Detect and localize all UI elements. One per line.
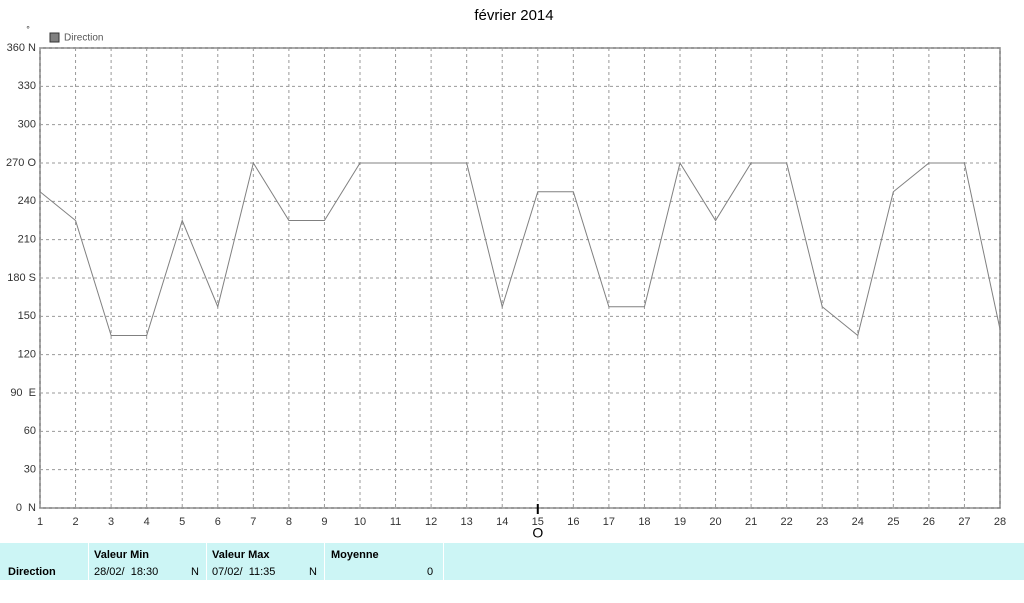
mean-cell: Moyenne 0 [324,543,444,580]
x-tick-label: 26 [923,516,935,528]
x-tick-label: 11 [390,516,401,528]
x-tick-label: 25 [887,516,899,528]
x-tick-label: 27 [958,516,970,528]
x-tick-label: 24 [852,516,864,528]
x-tick-label: 8 [286,516,292,528]
row-label: Direction [8,566,56,578]
x-tick-label: 5 [179,516,185,528]
page: février 2014 ° 0 N 30 60 90 E 120 150 180 S 210… [0,6,1024,580]
x-tick-label: 3 [108,516,114,528]
header: Moyenne [331,549,379,561]
x-tick-label: 17 [603,516,615,528]
value: N [191,566,199,578]
time: 07/02/ 11:35 [212,566,276,578]
x-tick-label: 9 [321,516,327,528]
x-tick-label: 15 [532,516,544,528]
x-tick-label: 1 [37,516,43,528]
max-cell: Valeur Max 07/02/ 11:35 N [206,543,325,580]
x-tick-label: 2 [72,516,78,528]
x-tick-label: 22 [781,516,793,528]
y-tick-label: 300 [18,119,36,131]
y-tick-label: 360 N [7,42,36,54]
header: Valeur Min [94,549,150,561]
x-tick-label: 14 [496,516,508,528]
y-tick-label: 210 [18,234,36,246]
legend-swatch [49,32,60,43]
x-tick-label: 7 [250,516,256,528]
x-tick-label: 10 [354,516,366,528]
y-tick-label: 30 [24,464,36,476]
x-tick-label: 28 [994,516,1006,528]
y-unit: ° [26,24,30,34]
value: N [309,566,317,578]
y-tick-label: 180 S [7,272,36,284]
summary-table: Direction Valeur Min 28/02/ 18:30 N Vale… [0,543,1024,580]
x-tick-label: 4 [144,516,150,528]
time: 28/02/ 18:30 [94,566,159,578]
annotation: O [532,525,543,541]
y-tick-label: 60 [24,425,36,437]
header: Valeur Max [212,549,270,561]
min-cell: Valeur Min 28/02/ 18:30 N [88,543,207,580]
y-tick-label: 150 [18,310,36,322]
y-tick-label: 270 O [6,157,36,169]
x-tick-label: 18 [638,516,650,528]
x-tick-label: 20 [709,516,721,528]
y-tick-label: 240 [18,195,36,207]
chart-title: février 2014 [474,7,553,24]
y-tick-label: 330 [18,80,36,92]
y-tick-label: 120 [18,349,36,361]
legend-label: Direction [64,33,103,44]
x-tick-label: 13 [461,516,473,528]
x-tick-label: 21 [745,516,757,528]
x-tick-label: 6 [215,516,221,528]
x-tick-label: 16 [567,516,579,528]
y-tick-label: 90 E [10,387,36,399]
row-cell: Direction [0,543,88,580]
y-tick-label: 0 N [16,502,36,514]
x-tick-label: 12 [425,516,437,528]
x-tick-label: 19 [674,516,686,528]
x-tick-label: 23 [816,516,828,528]
data-line [39,161,1001,337]
value: 0 [427,566,434,578]
